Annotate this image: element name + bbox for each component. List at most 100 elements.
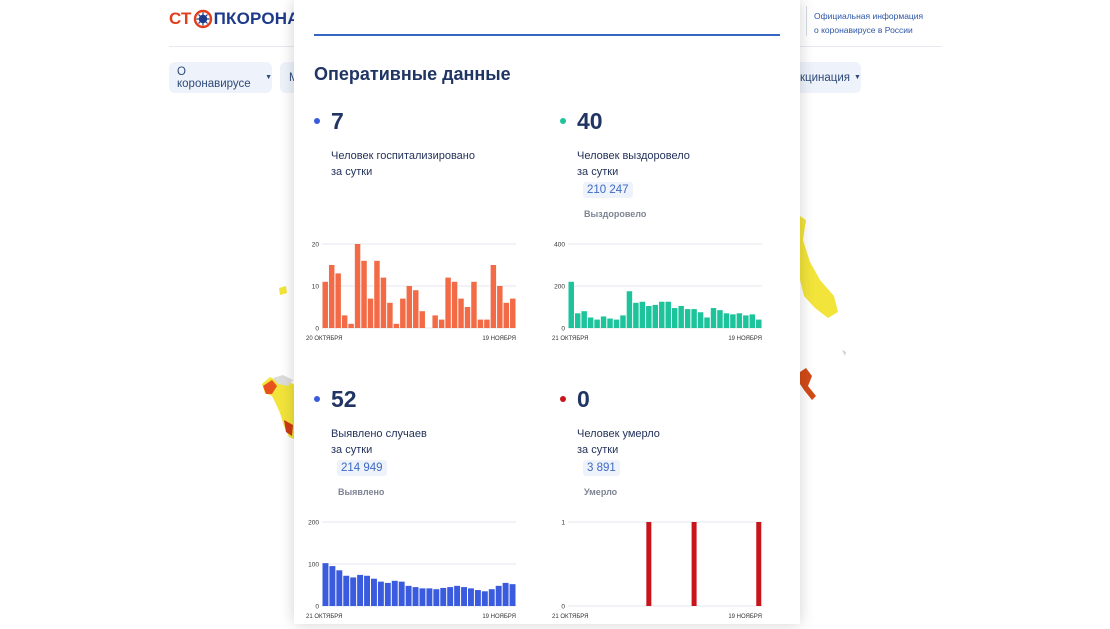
recovered-bar[interactable] [581, 311, 587, 328]
detected-bar[interactable] [454, 585, 461, 606]
chart-recovered[interactable]: 0 200 400 21 ОКТЯБРЯ 19 НОЯБРЯ [550, 236, 770, 346]
hospitalized-bar[interactable] [367, 298, 374, 328]
recovered-bar[interactable] [710, 308, 717, 328]
detected-bar[interactable] [350, 577, 357, 606]
hospitalized-bar[interactable] [393, 323, 400, 328]
detected-bar[interactable] [468, 588, 474, 606]
hospitalized-bar[interactable] [380, 277, 387, 328]
recovered-bar[interactable] [756, 319, 762, 328]
recovered-bar[interactable] [659, 301, 665, 328]
recovered-bar[interactable] [652, 304, 659, 328]
detected-bar[interactable] [481, 591, 488, 606]
detected-bar[interactable] [322, 563, 329, 606]
recovered-bar[interactable] [730, 314, 736, 328]
hospitalized-bar[interactable] [348, 323, 354, 328]
recovered-bar[interactable] [607, 318, 613, 328]
hospitalized-bar[interactable] [322, 281, 328, 328]
hospitalized-bar[interactable] [451, 281, 458, 328]
died-bar[interactable] [646, 522, 652, 606]
detected-bar[interactable] [329, 566, 336, 606]
hospitalized-bar[interactable] [477, 319, 484, 328]
site-logo[interactable]: СТ ПКОРОНАВ [169, 8, 312, 30]
detected-bar[interactable] [391, 580, 398, 606]
recovered-bar[interactable] [749, 314, 756, 328]
recovered-bar[interactable] [646, 305, 652, 328]
detected-bar[interactable] [509, 584, 516, 606]
recovered-bar[interactable] [568, 281, 574, 328]
hospitalized-bar[interactable] [387, 302, 393, 328]
recovered-bar[interactable] [594, 319, 600, 328]
detected-bar[interactable] [357, 574, 364, 606]
hospitalized-bar[interactable] [354, 244, 361, 328]
recovered-bar[interactable] [613, 319, 620, 328]
hospitalized-bar[interactable] [400, 298, 406, 328]
detected-bar[interactable] [474, 590, 481, 606]
hospitalized-bar[interactable] [458, 298, 464, 328]
detected-bar[interactable] [426, 588, 433, 606]
recovered-bar[interactable] [743, 315, 749, 328]
recovered-bar[interactable] [678, 305, 684, 328]
recovered-bar[interactable] [665, 301, 671, 328]
hospitalized-bar[interactable] [490, 265, 497, 328]
chart-died[interactable]: 0 1 21 ОКТЯБРЯ 19 НОЯБРЯ [550, 514, 770, 624]
hospitalized-bar[interactable] [510, 298, 516, 328]
detected-bar[interactable] [405, 585, 412, 606]
detected-bar[interactable] [343, 575, 350, 606]
recovered-bar[interactable] [574, 313, 581, 328]
hospitalized-bar[interactable] [406, 286, 413, 328]
died-bar[interactable] [756, 522, 762, 606]
chart-hospitalized[interactable]: 0 10 20 20 ОКТЯБРЯ 19 НОЯБРЯ [304, 236, 524, 346]
hospitalized-bar[interactable] [484, 319, 490, 328]
recovered-bar[interactable] [626, 291, 633, 328]
hospitalized-bar[interactable] [341, 315, 348, 328]
detected-bar[interactable] [488, 589, 495, 606]
x-start-label: 21 ОКТЯБРЯ [552, 614, 589, 620]
hospitalized-bar[interactable] [503, 302, 510, 328]
hospitalized-bar[interactable] [419, 311, 425, 328]
detected-bar[interactable] [419, 588, 426, 606]
recovered-bar[interactable] [587, 317, 594, 329]
x-start-label: 21 ОКТЯБРЯ [306, 614, 343, 620]
recovered-bar[interactable] [704, 317, 710, 329]
recovered-bar[interactable] [717, 310, 723, 328]
died-bar[interactable] [691, 522, 697, 606]
hospitalized-bar[interactable] [374, 260, 380, 328]
recovered-bar[interactable] [736, 313, 743, 328]
recovered-bar[interactable] [671, 308, 678, 328]
hospitalized-bar[interactable] [413, 290, 419, 328]
recovered-bar[interactable] [600, 316, 607, 328]
nav-about-coronavirus[interactable]: О коронавирусе ▼ [169, 62, 272, 93]
detected-bar[interactable] [377, 581, 384, 606]
nav-vaccination[interactable]: кцинация ▼ [790, 62, 861, 93]
detected-bar[interactable] [384, 582, 391, 606]
hospitalized-bar[interactable] [361, 260, 367, 328]
detected-bar[interactable] [364, 575, 370, 606]
recovered-bar[interactable] [639, 301, 646, 328]
hospitalized-bar[interactable] [464, 307, 471, 328]
detected-bar[interactable] [495, 585, 502, 606]
detected-bar[interactable] [336, 570, 343, 606]
hospitalized-bar[interactable] [335, 273, 341, 328]
hospitalized-bar[interactable] [445, 277, 451, 328]
hospitalized-bar[interactable] [328, 265, 335, 328]
hospitalized-bar[interactable] [471, 281, 477, 328]
recovered-bar[interactable] [684, 309, 691, 328]
official-info-link[interactable]: Официальная информация о коронавирусе в … [814, 9, 923, 37]
detected-bar[interactable] [412, 587, 419, 606]
hospitalized-bar[interactable] [438, 319, 445, 328]
recovered-bar[interactable] [697, 312, 704, 328]
recovered-bar[interactable] [633, 302, 639, 328]
recovered-bar[interactable] [620, 315, 626, 328]
recovered-bar[interactable] [691, 309, 697, 328]
detected-bar[interactable] [461, 587, 467, 606]
recovered-bar[interactable] [723, 313, 730, 328]
detected-bar[interactable] [447, 587, 454, 606]
detected-bar[interactable] [433, 589, 440, 606]
detected-bar[interactable] [440, 587, 447, 606]
hospitalized-bar[interactable] [497, 286, 503, 328]
hospitalized-bar[interactable] [432, 315, 438, 328]
chart-detected[interactable]: 0 100 200 21 ОКТЯБРЯ 19 НОЯБРЯ [304, 514, 524, 624]
detected-bar[interactable] [371, 578, 377, 606]
detected-bar[interactable] [502, 582, 509, 606]
detected-bar[interactable] [398, 581, 405, 606]
